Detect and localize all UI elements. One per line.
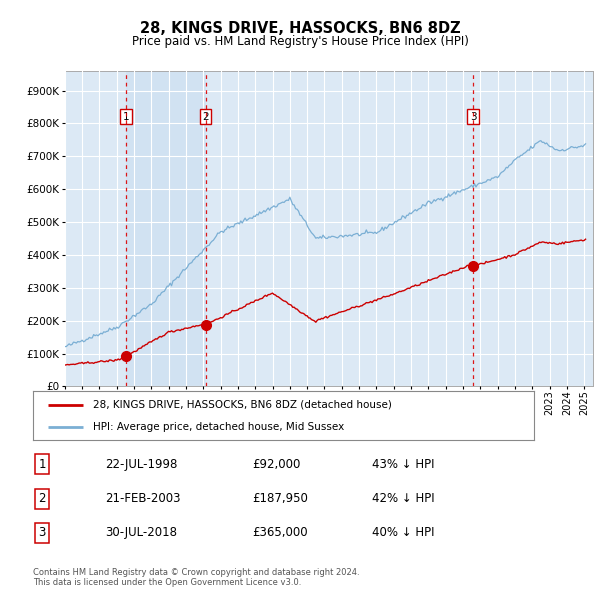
Text: 3: 3 (470, 112, 476, 122)
Bar (126, 71, 206, 386)
Text: 3: 3 (38, 526, 46, 539)
Text: 43% ↓ HPI: 43% ↓ HPI (372, 458, 434, 471)
Text: HPI: Average price, detached house, Mid Sussex: HPI: Average price, detached house, Mid … (93, 422, 344, 432)
Text: £92,000: £92,000 (252, 458, 301, 471)
Text: 21-FEB-2003: 21-FEB-2003 (105, 492, 181, 505)
Text: 1: 1 (38, 458, 46, 471)
Text: 2: 2 (38, 492, 46, 505)
Text: 22-JUL-1998: 22-JUL-1998 (105, 458, 178, 471)
Text: £187,950: £187,950 (252, 492, 308, 505)
Text: 1: 1 (123, 112, 130, 122)
Text: Contains HM Land Registry data © Crown copyright and database right 2024.
This d: Contains HM Land Registry data © Crown c… (33, 568, 359, 587)
Text: 28, KINGS DRIVE, HASSOCKS, BN6 8DZ (detached house): 28, KINGS DRIVE, HASSOCKS, BN6 8DZ (deta… (93, 399, 392, 409)
Text: Price paid vs. HM Land Registry's House Price Index (HPI): Price paid vs. HM Land Registry's House … (131, 35, 469, 48)
Text: 40% ↓ HPI: 40% ↓ HPI (372, 526, 434, 539)
Text: 28, KINGS DRIVE, HASSOCKS, BN6 8DZ: 28, KINGS DRIVE, HASSOCKS, BN6 8DZ (140, 21, 460, 35)
Text: 30-JUL-2018: 30-JUL-2018 (105, 526, 177, 539)
Text: £365,000: £365,000 (252, 526, 308, 539)
Text: 2: 2 (202, 112, 209, 122)
Text: 42% ↓ HPI: 42% ↓ HPI (372, 492, 434, 505)
